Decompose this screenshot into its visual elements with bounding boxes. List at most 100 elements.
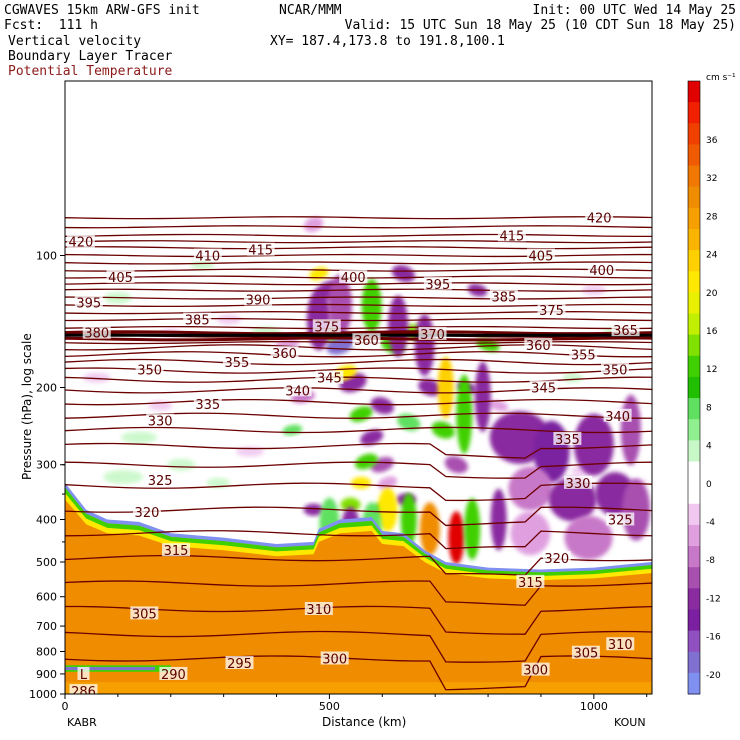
colorbar-label--12: -12 — [706, 594, 721, 604]
y-tick-label-600: 600 — [36, 591, 57, 604]
theta-label-bg — [69, 684, 98, 694]
colorbar-swatch — [688, 207, 700, 230]
theta-label-bg — [74, 295, 103, 309]
right-endpoint-label: KOUN — [614, 716, 646, 729]
colorbar-swatch — [688, 440, 700, 463]
velocity-blob — [400, 493, 417, 546]
theta-label-bg — [159, 666, 188, 680]
theta-label-405: 405 — [529, 249, 554, 264]
theta-label-310: 310 — [306, 603, 331, 618]
velocity-blob — [351, 476, 372, 489]
colorbar-swatch — [688, 461, 700, 484]
theta-contour — [65, 605, 652, 635]
colorbar-label--4: -4 — [706, 518, 715, 528]
theta-label-bg — [537, 302, 566, 316]
theta-contour — [65, 376, 652, 383]
theta-label-340: 340 — [285, 384, 310, 399]
theta-label-350: 350 — [137, 364, 162, 379]
velocity-blob — [418, 378, 442, 397]
tracer-low-band — [65, 667, 155, 671]
theta-label-385: 385 — [185, 314, 210, 329]
colorbar-swatch — [688, 186, 700, 209]
theta-label-345: 345 — [531, 382, 556, 397]
theta-label-bg — [130, 606, 159, 620]
theta-label-320: 320 — [135, 506, 160, 521]
theta-label-405: 405 — [108, 271, 133, 286]
theta-label-305: 305 — [132, 607, 157, 622]
field-potential-temperature: Potential Temperature — [8, 64, 173, 79]
theta-label-375: 375 — [314, 320, 339, 335]
velocity-blob — [121, 431, 158, 444]
velocity-blob — [488, 400, 509, 412]
theta-label-bg — [571, 645, 600, 659]
theta-label-345: 345 — [317, 372, 342, 387]
y-tick-label-1000: 1000 — [29, 688, 57, 701]
colorbar-label-36: 36 — [706, 136, 718, 146]
theta-label-335: 335 — [195, 398, 220, 413]
colorbar-swatch — [688, 376, 700, 399]
theta-label-290: 290 — [161, 668, 186, 683]
theta-label-355: 355 — [224, 356, 249, 371]
theta-contour — [65, 282, 652, 286]
valid-time: Valid: 15 UTC Sun 18 May 25 (10 CDT Sun … — [344, 18, 736, 33]
theta-label-360: 360 — [272, 347, 297, 362]
y-tick-label-700: 700 — [36, 620, 57, 633]
colorbar-label--16: -16 — [706, 633, 721, 643]
velocity-blob — [303, 217, 324, 232]
velocity-blob — [564, 515, 613, 560]
theta-contour — [65, 261, 652, 265]
y-tick-label-400: 400 — [36, 514, 57, 527]
theta-label-bg — [352, 333, 381, 347]
velocity-blob — [303, 503, 324, 516]
colorbar-swatch — [688, 102, 700, 124]
theta-contour — [65, 317, 652, 322]
theta-contour — [65, 482, 652, 502]
theta-label-bg — [542, 551, 571, 565]
y-tick-label-300: 300 — [36, 459, 57, 472]
theta-label-bg — [516, 574, 545, 588]
colorbar-swatch — [688, 672, 700, 695]
theta-contour — [65, 225, 652, 229]
theta-label-bg — [320, 651, 349, 665]
theta-label-bg — [606, 637, 635, 651]
velocity-blob — [581, 285, 606, 296]
velocity-blob — [414, 314, 435, 376]
theta-label-bg — [244, 292, 273, 306]
velocity-blob — [397, 413, 421, 431]
colorbar-label-4: 4 — [706, 442, 712, 452]
colorbar-label-8: 8 — [706, 403, 712, 413]
colorbar-label-12: 12 — [706, 365, 717, 375]
theta-label-370: 370 — [420, 328, 445, 343]
velocity-blob — [508, 466, 553, 511]
colorbar-label-24: 24 — [706, 251, 718, 261]
colorbar-swatch — [688, 144, 700, 167]
theta-label-bg — [587, 263, 616, 277]
theta-label-325: 325 — [148, 474, 173, 489]
colorbar-swatch — [688, 123, 700, 146]
theta-label-bg — [497, 228, 526, 242]
field-boundary-layer-tracer: Boundary Layer Tracer — [8, 49, 173, 64]
velocity-blob — [573, 413, 614, 476]
colorbar-swatch — [688, 630, 700, 653]
theta-label-395: 395 — [425, 278, 450, 293]
theta-label-bg — [489, 289, 518, 303]
colorbar-unit: cm s⁻¹ — [706, 73, 736, 83]
theta-label-360: 360 — [354, 334, 379, 349]
velocity-blob — [354, 453, 378, 470]
velocity-blob — [377, 487, 398, 532]
theta-label-300: 300 — [523, 664, 548, 679]
colorbar-label-0: 0 — [706, 480, 712, 490]
theta-contour — [65, 426, 652, 434]
theta-label-325: 325 — [608, 514, 633, 529]
tracer-core-orange — [65, 499, 652, 694]
colorbar-swatch — [688, 651, 700, 674]
colorbar-swatch — [688, 228, 700, 251]
theta-label-300: 300 — [322, 653, 347, 668]
theta-label-365: 365 — [613, 324, 638, 339]
theta-label-340: 340 — [605, 410, 630, 425]
theta-label-bg — [106, 270, 135, 284]
theta-label-bg — [132, 505, 161, 519]
theta-label-375: 375 — [539, 304, 564, 319]
colorbar-swatch — [688, 609, 700, 632]
colorbar-swatch — [688, 524, 700, 547]
